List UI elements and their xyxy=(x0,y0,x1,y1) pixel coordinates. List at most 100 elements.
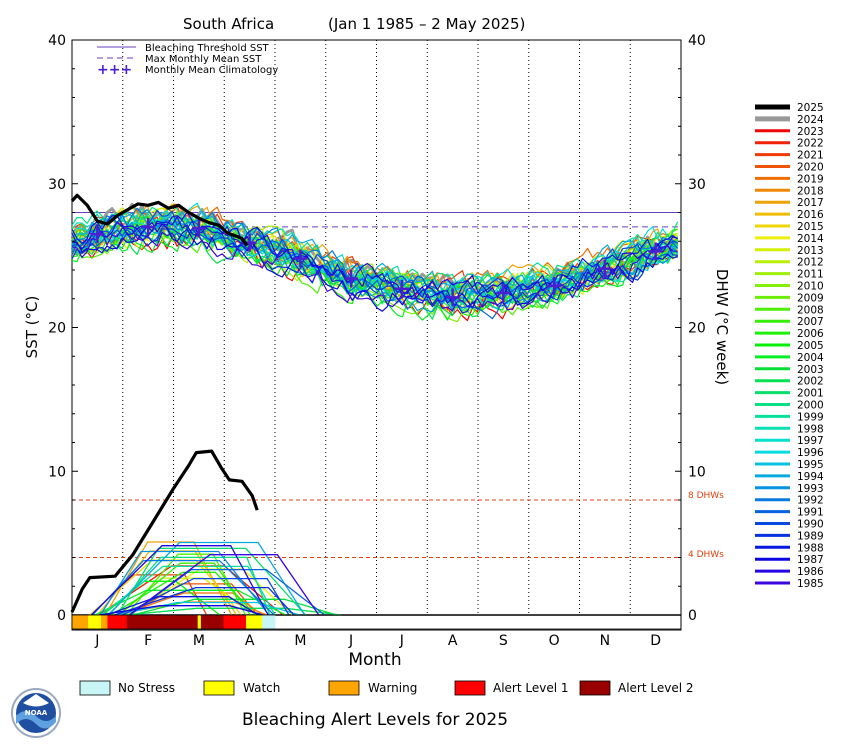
climatology-marker xyxy=(648,242,663,261)
alert-cell-alert1 xyxy=(113,615,118,629)
left-axis: 0 10 20 30 40 xyxy=(48,33,78,624)
top-legend: Bleaching Threshold SST Max Monthly Mean… xyxy=(97,43,278,78)
year-legend-label-2018: 2018 xyxy=(797,185,824,197)
climatology-marker xyxy=(597,259,612,278)
year-legend-label-2007: 2007 xyxy=(797,316,824,328)
climatology-marker xyxy=(547,276,562,295)
alert-cell-nostress xyxy=(268,615,273,629)
right-tick-label: 40 xyxy=(688,33,706,49)
left-tick-label: 40 xyxy=(48,33,66,49)
year-legend-label-2015: 2015 xyxy=(797,221,824,233)
alert-cell-alert2 xyxy=(178,615,182,629)
year-legend-label-2017: 2017 xyxy=(797,197,824,209)
alert-cell-warning xyxy=(84,615,89,629)
noaa-logo: NOAA xyxy=(11,688,61,738)
month-label: O xyxy=(549,633,560,649)
left-tick-label: 30 xyxy=(48,177,66,193)
alert-cell-alert2 xyxy=(210,615,215,629)
watch-swatch xyxy=(203,680,235,696)
dhw-line-1991 xyxy=(129,568,325,616)
climatology-marker xyxy=(445,288,460,307)
climatology-marker xyxy=(141,217,156,236)
alert-cell-alert1 xyxy=(120,615,124,629)
year-legend-label-1999: 1999 xyxy=(797,411,824,423)
year-legend-label-1994: 1994 xyxy=(797,471,824,483)
alert-cell-warning xyxy=(72,615,76,629)
alert-cell-alert2 xyxy=(207,615,211,629)
dhw-line-1989 xyxy=(114,586,295,616)
alert-cell-warning xyxy=(104,615,108,629)
dhw-line-1985 xyxy=(128,554,320,616)
left-tick-label: 20 xyxy=(48,321,66,337)
year-legend-label-1995: 1995 xyxy=(797,459,824,471)
year-legend-label-2003: 2003 xyxy=(797,364,824,376)
year-legend-label-2009: 2009 xyxy=(797,292,824,304)
year-legend-label-1987: 1987 xyxy=(797,554,824,566)
year-legend-label-2025: 2025 xyxy=(797,102,824,114)
alert-cell-warning xyxy=(101,615,105,629)
month-label: N xyxy=(600,633,610,649)
no-stress-swatch xyxy=(79,680,111,696)
alert-cell-alert1 xyxy=(242,615,247,629)
alert-cell-alert2 xyxy=(220,615,224,629)
alert-cell-warning xyxy=(78,615,83,629)
climatology-legend-label: Monthly Mean Climatology xyxy=(145,65,278,76)
alert-cell-alert1 xyxy=(233,615,237,629)
alert-cell-alert2 xyxy=(126,615,131,629)
year-legend-label-2005: 2005 xyxy=(797,340,824,352)
alert-cell-alert1 xyxy=(223,615,228,629)
alert-cell-watch xyxy=(91,615,95,629)
no-stress-label: No Stress xyxy=(118,681,175,695)
alert-cell-alert2 xyxy=(130,615,134,629)
year-legend-label-2016: 2016 xyxy=(797,209,824,221)
dhw-line-2025 xyxy=(70,449,259,613)
alert-level-2-swatch xyxy=(579,680,611,696)
year-legend-label-1996: 1996 xyxy=(797,447,824,459)
right-axis: 0 10 20 30 40 xyxy=(675,33,706,624)
alert-cell-alert1 xyxy=(117,615,121,629)
year-legend-label-2011: 2011 xyxy=(797,269,824,281)
alert-cell-alert2 xyxy=(136,615,141,629)
alert-cell-alert1 xyxy=(239,615,244,629)
year-legend-label-1992: 1992 xyxy=(797,495,824,507)
year-legend-label-2022: 2022 xyxy=(797,138,824,150)
month-label: J xyxy=(399,633,404,649)
warning-label: Warning xyxy=(368,681,417,695)
dhw-line-1994 xyxy=(107,541,306,616)
sst-line-1988 xyxy=(71,214,679,303)
alert-cell-watch xyxy=(88,615,92,629)
alert-cell-alert2 xyxy=(159,615,163,629)
dhw-line-1986 xyxy=(90,545,269,616)
climatology-marker xyxy=(90,225,105,244)
x-axis-label: Month xyxy=(348,650,401,670)
dhw-line-2001 xyxy=(116,547,307,616)
climatology-marker xyxy=(191,219,206,238)
alert-cell-alert2 xyxy=(155,615,160,629)
threshold-legend-label: Bleaching Threshold SST xyxy=(145,43,270,54)
alert-cell-alert2 xyxy=(217,615,221,629)
year-legend-label-2000: 2000 xyxy=(797,400,824,412)
right-tick-label: 0 xyxy=(688,608,697,624)
left-tick-label: 10 xyxy=(48,464,66,480)
alert-cell-alert2 xyxy=(184,615,189,629)
month-label: J xyxy=(348,633,353,649)
alert-cell-alert1 xyxy=(236,615,240,629)
month-label: F xyxy=(144,633,152,649)
dhw-line-2003 xyxy=(132,598,337,616)
year-legend-label-1985: 1985 xyxy=(797,578,824,590)
chart-title-location: South Africa xyxy=(183,15,274,33)
year-legend-label-2008: 2008 xyxy=(797,304,824,316)
dhw-line-1993 xyxy=(99,550,270,616)
month-label: A xyxy=(245,633,255,649)
alert-strip-2025 xyxy=(71,614,682,630)
dhw-line-2019 xyxy=(120,592,263,616)
climatology-marker xyxy=(394,279,409,298)
alert-cell-alert2 xyxy=(139,615,144,629)
alert-level-1-label: Alert Level 1 xyxy=(493,681,569,695)
alert-legend: No Stress Watch Warning Alert Level 1 Al… xyxy=(79,680,694,730)
alert-cell-alert1 xyxy=(107,615,112,629)
dhw-line-1995 xyxy=(115,601,300,616)
alert-cell-alert2 xyxy=(162,615,166,629)
alert-legend-title: Bleaching Alert Levels for 2025 xyxy=(242,710,508,730)
dhw-line-2006 xyxy=(110,571,256,616)
